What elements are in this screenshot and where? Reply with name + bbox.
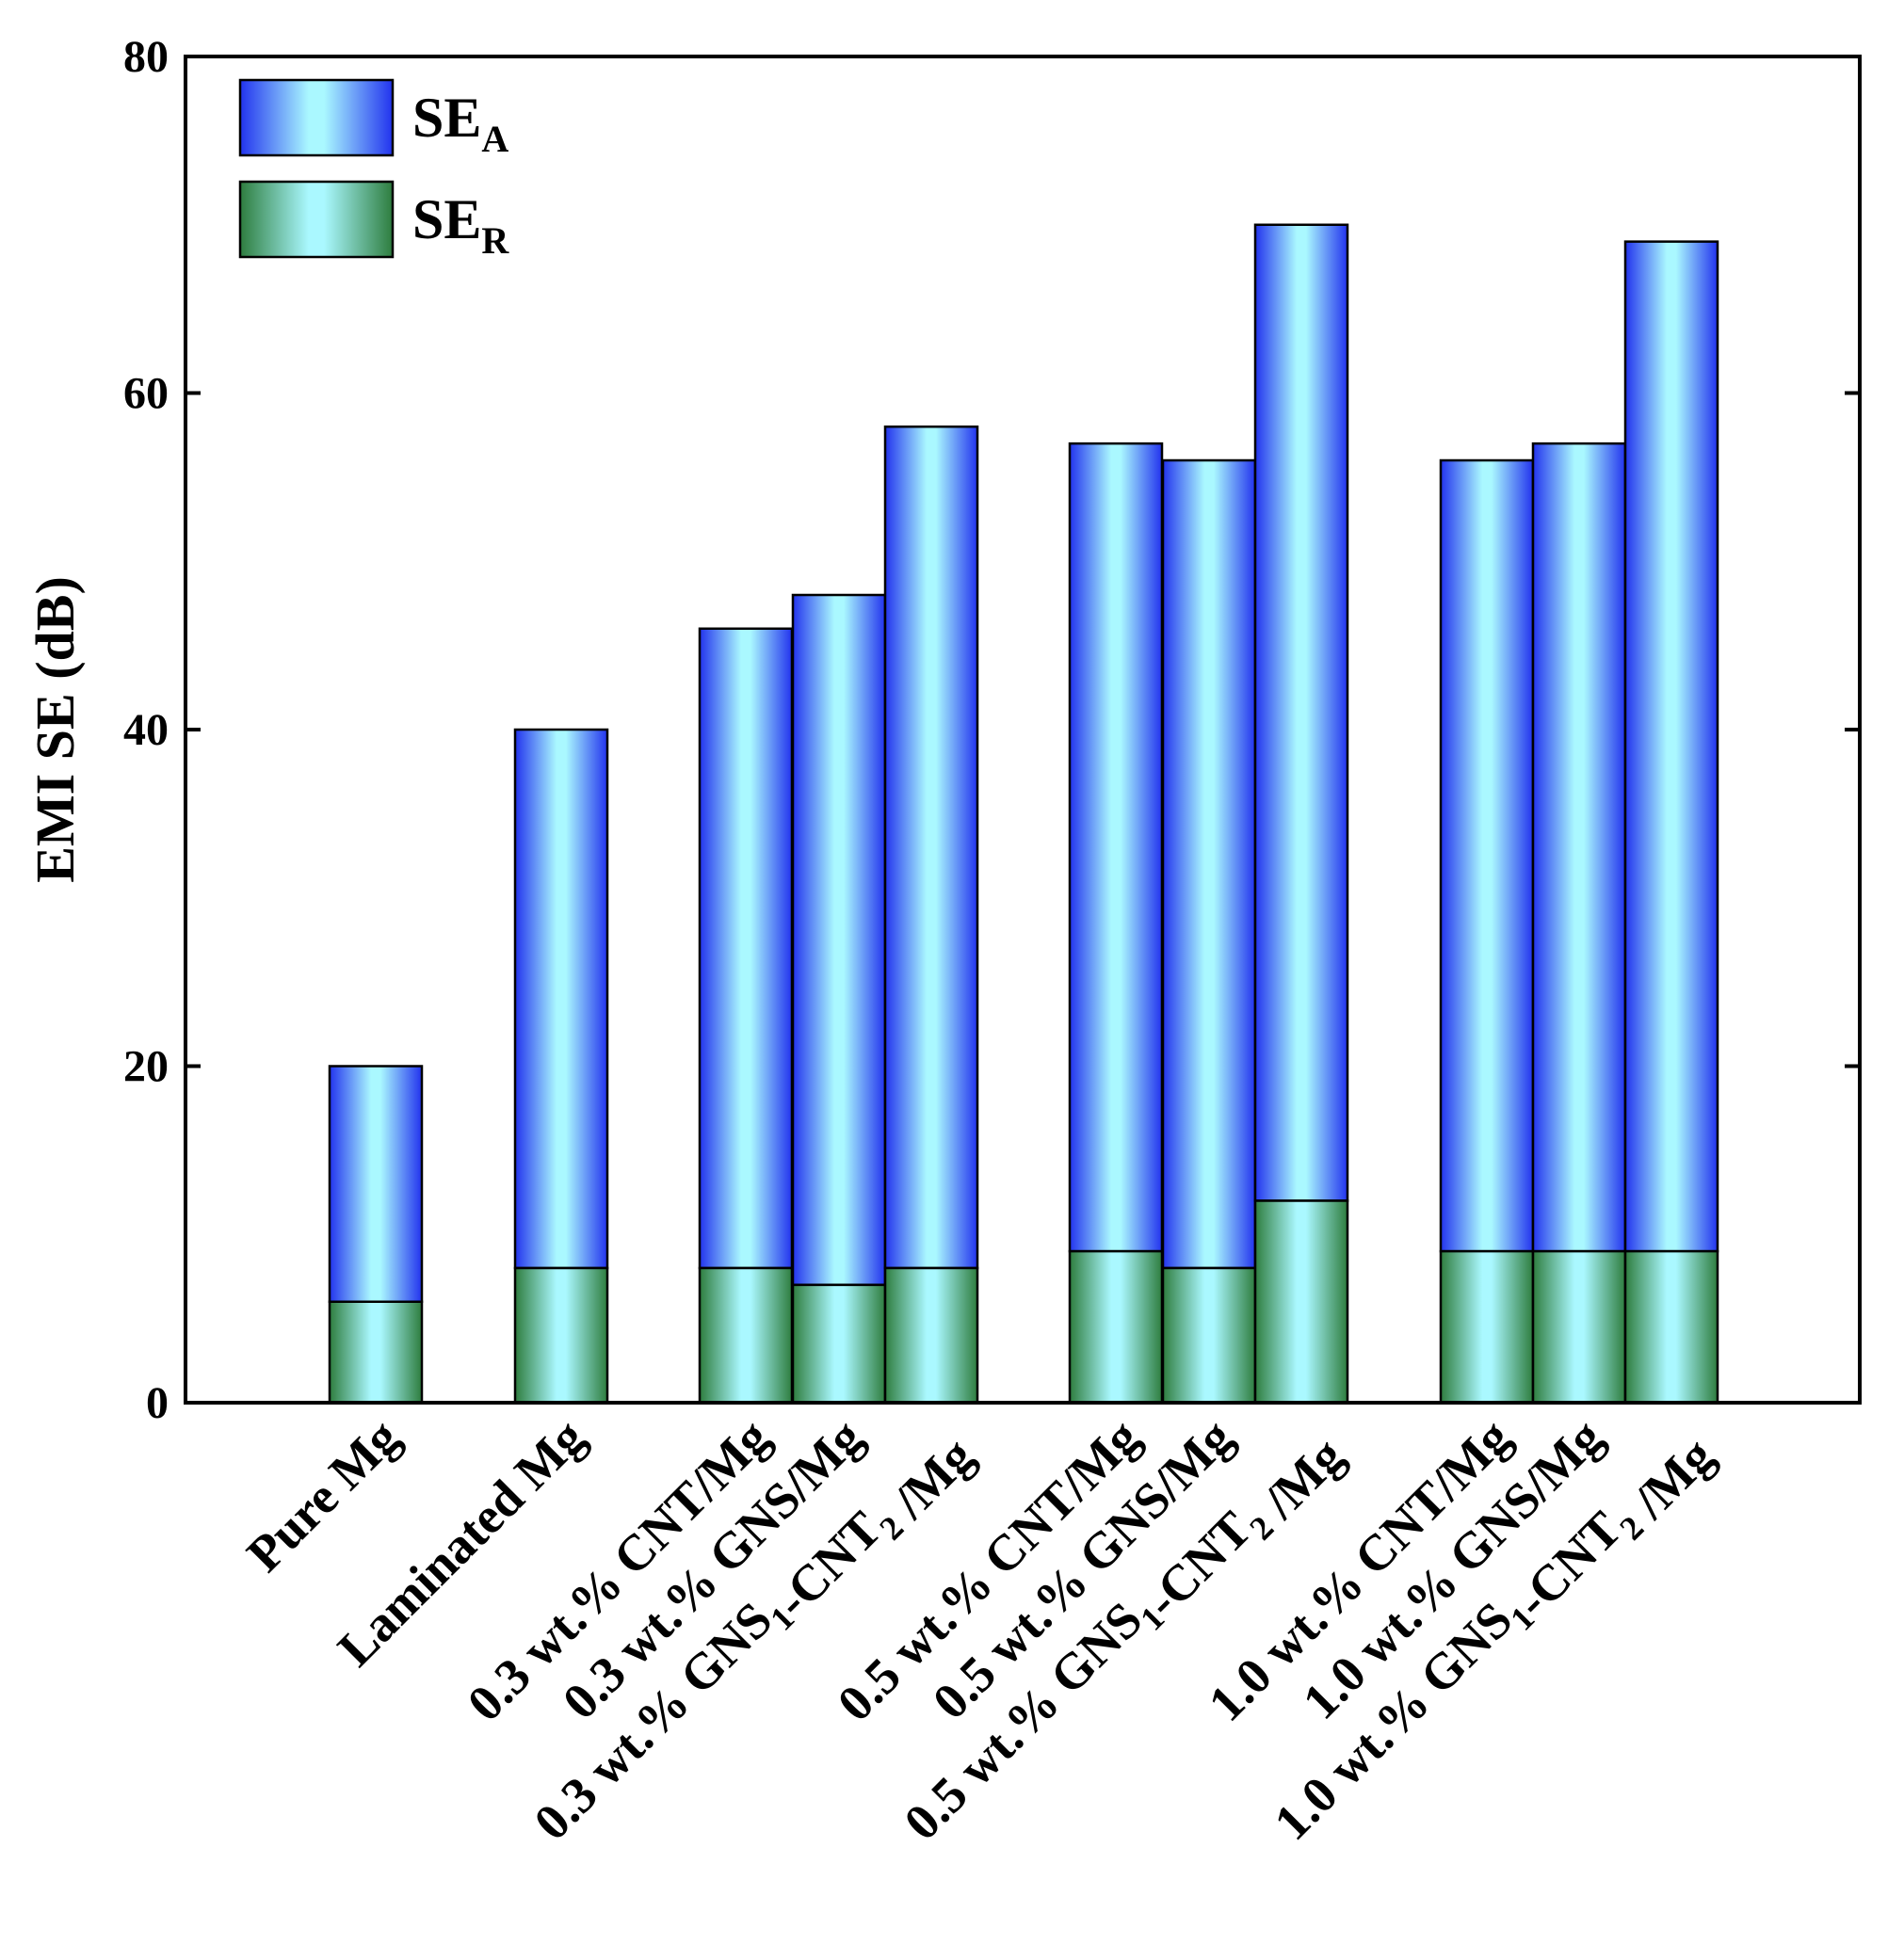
legend-swatch-se-r <box>238 180 395 259</box>
legend-label-se-r: SER <box>412 188 509 262</box>
legend-swatch-se-a <box>238 78 395 157</box>
legend-label-se-a: SEA <box>412 87 508 160</box>
y-tick-label: 0 <box>146 1378 169 1428</box>
bar-se-a-1 <box>328 1065 424 1303</box>
x-tick-label: Pure Mg <box>236 1408 411 1582</box>
bar-se-a-8 <box>1253 223 1349 1202</box>
legend: SEA SER <box>238 78 509 262</box>
bars-layer <box>328 223 1719 1405</box>
bar-se-r-1 <box>328 1300 424 1405</box>
bar-se-a-5 <box>883 426 979 1270</box>
bar-se-a-4 <box>791 593 887 1287</box>
bar-se-r-10 <box>1531 1249 1627 1405</box>
y-tick-label: 60 <box>123 369 169 419</box>
bar-se-r-11 <box>1623 1249 1719 1405</box>
bar-se-a-10 <box>1531 442 1627 1253</box>
bar-se-r-4 <box>791 1283 887 1405</box>
y-tick-label: 80 <box>123 32 169 82</box>
bar-se-a-11 <box>1623 240 1719 1253</box>
bar-se-a-6 <box>1068 442 1164 1253</box>
y-axis: 0 20 40 60 80 EMI SE (dB) <box>24 32 1860 1428</box>
bar-se-r-9 <box>1439 1249 1535 1405</box>
bar-se-a-7 <box>1161 458 1257 1270</box>
bar-se-a-2 <box>513 728 609 1270</box>
bar-se-r-5 <box>883 1266 979 1405</box>
bar-se-r-7 <box>1161 1266 1257 1405</box>
bar-se-r-6 <box>1068 1249 1164 1405</box>
y-axis-title: EMI SE (dB) <box>24 576 86 883</box>
bar-se-a-3 <box>698 627 794 1270</box>
bar-se-a-9 <box>1439 458 1535 1253</box>
bar-se-r-8 <box>1253 1199 1349 1405</box>
bar-se-r-3 <box>698 1266 794 1405</box>
y-tick-label: 20 <box>123 1042 169 1092</box>
y-tick-label: 40 <box>123 705 169 755</box>
bar-se-r-2 <box>513 1266 609 1405</box>
